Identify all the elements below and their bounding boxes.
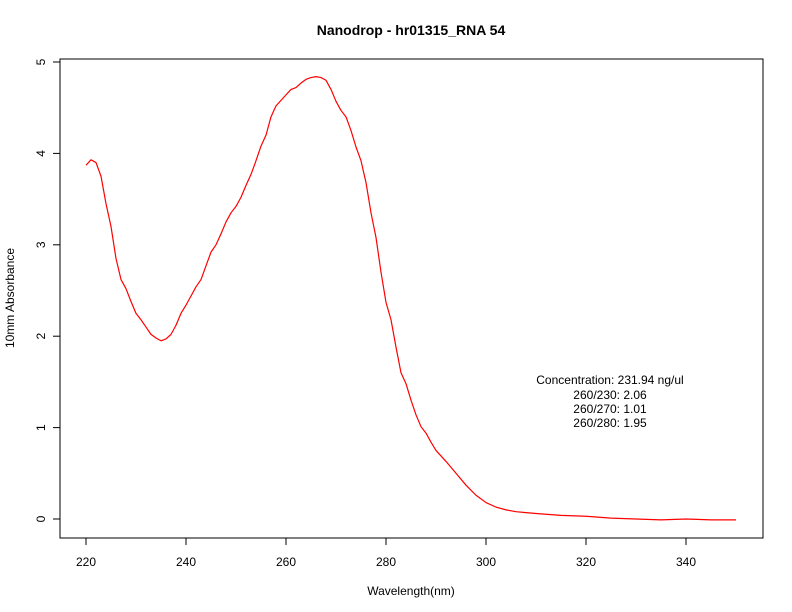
y-tick-label: 5 — [34, 58, 48, 65]
x-tick-label: 320 — [576, 555, 596, 569]
x-axis-label: Wavelength(nm) — [367, 584, 455, 598]
y-axis: 0 1 2 3 4 5 — [34, 58, 61, 522]
absorbance-series-line — [85, 76, 736, 521]
y-axis-label: 10mm Absorbance — [3, 248, 17, 348]
y-tick-label: 2 — [34, 333, 48, 340]
x-tick-label: 280 — [376, 555, 396, 569]
x-tick-label: 240 — [176, 555, 196, 569]
annotation-concentration: Concentration: 231.94 ng/ul — [536, 373, 683, 387]
annotation-260-270: 260/270: 1.01 — [573, 402, 647, 416]
annotation-260-230: 260/230: 2.06 — [573, 388, 647, 402]
y-tick-label: 3 — [34, 241, 48, 248]
annotation-260-280: 260/280: 1.95 — [573, 416, 647, 430]
x-tick-label: 220 — [76, 555, 96, 569]
x-tick-label: 260 — [276, 555, 296, 569]
y-tick-label: 0 — [34, 515, 48, 522]
y-tick-label: 1 — [34, 424, 48, 431]
x-tick-label: 340 — [676, 555, 696, 569]
x-tick-label: 300 — [476, 555, 496, 569]
x-axis: 220 240 260 280 300 320 340 — [76, 537, 696, 569]
chart-title: Nanodrop - hr01315_RNA 54 — [317, 22, 506, 38]
plot-frame — [59, 58, 764, 539]
y-tick-label: 4 — [34, 150, 48, 157]
annotation-block: Concentration: 231.94 ng/ul 260/230: 2.0… — [536, 373, 683, 430]
series-layer — [85, 76, 736, 521]
